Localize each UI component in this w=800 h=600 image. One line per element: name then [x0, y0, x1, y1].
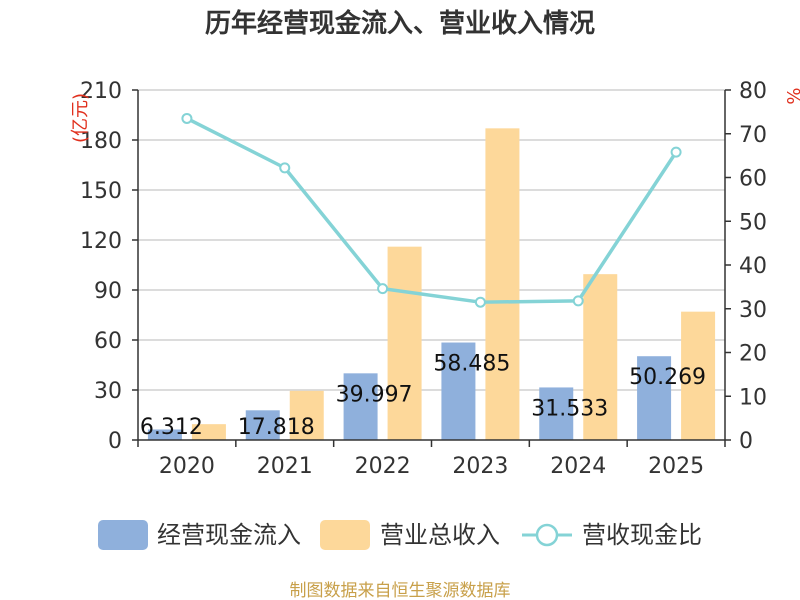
legend-label-revenue[interactable]: 营业总收入: [380, 521, 500, 549]
x-axis-tick-label: 2025: [648, 454, 704, 479]
legend-swatch-revenue: [320, 520, 370, 550]
legend-swatch-ratio-marker: [535, 523, 559, 547]
bars: [147, 128, 716, 441]
bar-cash-inflow-2020[interactable]: [147, 429, 182, 440]
ratio-point-2024[interactable]: [572, 295, 584, 307]
left-axis-tick-label: 0: [108, 429, 122, 454]
data-label-cash-inflow-2022: 39.997: [336, 382, 413, 407]
ratio-point-2020[interactable]: [181, 112, 193, 124]
x-axis-tick-label: 2023: [452, 454, 508, 479]
bar-cash-inflow-2024[interactable]: [539, 387, 574, 440]
data-label-cash-inflow-2025: 50.269: [629, 365, 706, 390]
data-label-cash-inflow-2024: 31.533: [531, 396, 608, 421]
bar-cash-inflow-2023[interactable]: [441, 342, 476, 440]
bar-cash-inflow-2021[interactable]: [245, 410, 280, 440]
x-axis-tick-label: 2022: [355, 454, 411, 479]
data-label-cash-inflow-2020: 6.312: [140, 415, 203, 440]
left-axis-tick-label: 90: [94, 279, 122, 304]
bar-revenue-2024[interactable]: [583, 274, 618, 440]
legend-label-ratio[interactable]: 营收现金比: [582, 521, 702, 549]
data-labels: 6.312 17.818 39.997 58.485 31.533 50.269: [140, 352, 706, 440]
left-axis-tick-label: 210: [80, 79, 122, 104]
bar-revenue-2021[interactable]: [289, 390, 324, 440]
ratio-point-2021[interactable]: [279, 162, 291, 174]
ratio-point-2023[interactable]: [474, 296, 486, 308]
data-label-cash-inflow-2023: 58.485: [433, 352, 510, 377]
source-note: 制图数据来自恒生聚源数据库: [290, 581, 511, 600]
right-axis-tick-label: 40: [739, 254, 767, 279]
right-axis-tick-label: 80: [739, 79, 767, 104]
right-axis-tick-label: 30: [739, 298, 767, 323]
right-axis-tick-label: 20: [739, 342, 767, 367]
x-axis-tick-label: 2021: [257, 454, 313, 479]
left-axis-tick-label: 120: [80, 229, 122, 254]
ratio-point-2022[interactable]: [377, 283, 389, 295]
left-axis-tick-label: 180: [80, 129, 122, 154]
right-axis-tick-label: 10: [739, 385, 767, 410]
bar-cash-inflow-2025[interactable]: [637, 356, 672, 440]
left-axis-unit: (亿元): [70, 93, 91, 143]
left-axis-tick-label: 150: [80, 179, 122, 204]
ratio-line: [181, 112, 682, 308]
ratio-point-2025[interactable]: [670, 146, 682, 158]
right-axis-tick-label: 0: [739, 429, 753, 454]
axes: 0 30 60 90 120 150 180 210 0 10 20 30 40 50 60 70 80 2020…: [80, 79, 767, 479]
legend: 经营现金流入 营业总收入 营收现金比: [98, 520, 702, 550]
bar-revenue-2022[interactable]: [387, 246, 422, 440]
left-axis-tick-label: 60: [94, 329, 122, 354]
x-axis-tick-label: 2020: [159, 454, 215, 479]
bar-cash-inflow-2022[interactable]: [343, 373, 378, 440]
right-axis-tick-label: 70: [739, 123, 767, 148]
right-axis-tick-label: 50: [739, 210, 767, 235]
chart-title: 历年经营现金流入、营业收入情况: [205, 8, 595, 39]
right-axis-tick-label: 60: [739, 167, 767, 192]
legend-label-cash-inflow[interactable]: 经营现金流入: [157, 521, 301, 549]
data-label-cash-inflow-2021: 17.818: [238, 415, 315, 440]
gridlines: [138, 89, 725, 391]
ratio-polyline: [186, 116, 678, 304]
right-axis-unit: %: [784, 87, 800, 104]
bar-revenue-2023[interactable]: [485, 128, 520, 441]
x-axis-tick-label: 2024: [550, 454, 606, 479]
legend-swatch-cash-inflow: [98, 520, 148, 550]
bar-revenue-2020[interactable]: [191, 424, 226, 440]
left-axis-tick-label: 30: [94, 379, 122, 404]
bar-revenue-2025[interactable]: [681, 311, 716, 440]
